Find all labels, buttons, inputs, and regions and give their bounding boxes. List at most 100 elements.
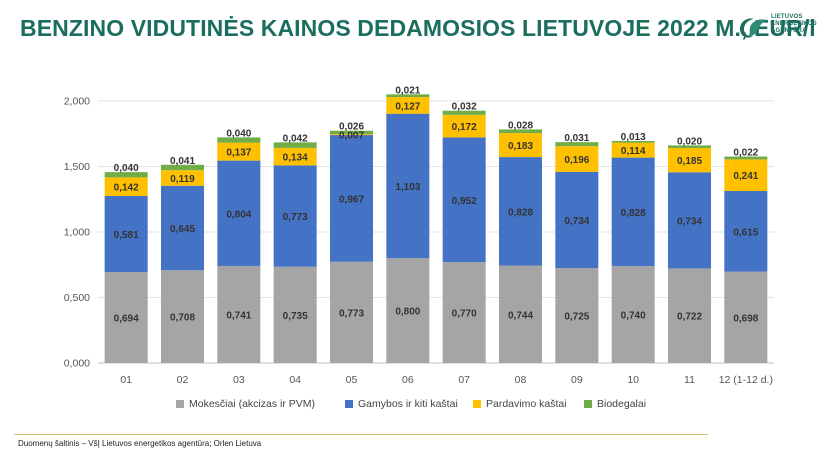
data-label: 0,142 xyxy=(114,183,139,194)
data-label: 0,127 xyxy=(395,101,420,112)
data-label: 0,021 xyxy=(395,85,420,96)
legend-label-sales: Pardavimo kaštai xyxy=(486,398,567,410)
data-label: 0,735 xyxy=(283,311,308,322)
data-label: 0,581 xyxy=(114,230,139,241)
data-label: 0,694 xyxy=(114,314,139,325)
data-label: 0,773 xyxy=(283,212,308,223)
x-tick-label: 03 xyxy=(233,374,245,386)
x-tick-label: 09 xyxy=(571,374,583,386)
x-tick-label: 06 xyxy=(402,374,414,386)
logo-line-3: AGENTŪRA xyxy=(771,28,807,34)
bar-segment xyxy=(555,146,599,172)
legend-item-taxes: Mokesčiai (akcizas ir PVM) xyxy=(176,398,315,410)
data-label: 0,119 xyxy=(170,174,195,185)
data-label: 0,041 xyxy=(170,156,195,167)
data-label: 0,708 xyxy=(170,313,195,324)
legend-label-taxes: Mokesčiai (akcizas ir PVM) xyxy=(189,398,316,410)
bar-segment xyxy=(217,265,261,363)
bar-segment xyxy=(330,134,373,136)
bar-segment xyxy=(499,129,542,134)
x-tick-label: 01 xyxy=(120,374,132,386)
data-label: 0,967 xyxy=(339,194,364,205)
bar-segment xyxy=(668,145,711,149)
data-label: 0,040 xyxy=(114,163,139,174)
bar-segment xyxy=(104,172,148,178)
data-label: 0,032 xyxy=(452,102,477,113)
bar-segment xyxy=(611,157,655,267)
data-label: 0,734 xyxy=(564,216,589,227)
y-tick-label: 1,000 xyxy=(64,227,90,239)
data-label: 0,698 xyxy=(733,313,758,324)
bar-segment xyxy=(555,171,599,269)
bar-segment xyxy=(273,165,317,267)
bar-segment xyxy=(724,159,768,191)
data-label: 0,134 xyxy=(283,153,308,164)
data-label: 0,773 xyxy=(339,308,364,319)
bar-segment xyxy=(161,270,204,363)
data-label: 0,031 xyxy=(564,133,589,144)
y-tick-label: 1,500 xyxy=(64,161,90,173)
legend-item-production: Gamybos ir kiti kaštai xyxy=(345,398,458,410)
bar-segment xyxy=(104,195,148,273)
data-label: 0,028 xyxy=(508,120,533,131)
bar-segment xyxy=(668,268,711,363)
x-tick-label: 08 xyxy=(515,374,527,386)
legend-swatch-sales xyxy=(473,400,481,408)
bar-segment xyxy=(724,190,768,272)
data-label: 0,828 xyxy=(508,207,533,218)
bar-segment xyxy=(330,135,373,262)
data-label: 0,137 xyxy=(226,148,251,159)
bar-segment xyxy=(668,148,711,173)
bar-segment xyxy=(161,170,204,186)
data-label: 0,185 xyxy=(677,156,702,167)
y-tick-label: 0,500 xyxy=(64,292,90,304)
bar-segment xyxy=(330,130,373,135)
data-label: 0,007 xyxy=(339,131,364,142)
bar-segment xyxy=(724,271,768,363)
data-label: 0,022 xyxy=(733,148,758,159)
bar-segment xyxy=(611,266,655,363)
data-label: 0,040 xyxy=(226,128,251,139)
x-tick-label: 07 xyxy=(458,374,470,386)
data-label: 0,741 xyxy=(226,310,251,321)
legend-item-biofuel: Biodegalai xyxy=(584,398,646,410)
logo-line-2: ENERGETIKOS xyxy=(771,21,817,27)
data-label: 0,828 xyxy=(621,208,646,219)
data-label: 0,725 xyxy=(564,312,589,323)
x-tick-label: 05 xyxy=(346,374,358,386)
data-label: 0,615 xyxy=(733,227,758,238)
bar-segment xyxy=(611,140,655,143)
data-label: 1,103 xyxy=(395,182,420,193)
x-tick-label: 02 xyxy=(177,374,189,386)
legend-item-sales: Pardavimo kaštai xyxy=(473,398,567,410)
bar-segment xyxy=(217,137,261,143)
leaf-logo-icon xyxy=(740,18,766,38)
data-label: 0,196 xyxy=(564,155,589,166)
data-label: 0,172 xyxy=(452,122,477,133)
agency-logo: LIETUVOS ENERGETIKOS AGENTŪRA xyxy=(736,10,817,46)
data-label: 0,645 xyxy=(170,224,195,235)
bar-segment xyxy=(386,97,430,114)
logo-text: LIETUVOS ENERGETIKOS AGENTŪRA xyxy=(771,14,817,35)
logo-line-1: LIETUVOS xyxy=(771,14,803,20)
data-label: 0,734 xyxy=(677,216,702,227)
bar-segment xyxy=(611,142,655,158)
y-tick-label: 0,000 xyxy=(64,358,90,370)
bar-segment xyxy=(273,266,317,363)
data-label: 0,114 xyxy=(621,146,646,157)
bar-segment xyxy=(386,113,430,259)
bar-segment xyxy=(442,114,486,138)
data-label: 0,013 xyxy=(621,132,646,143)
data-label: 0,020 xyxy=(677,136,702,147)
legend-swatch-production xyxy=(345,400,353,408)
bar-segment xyxy=(555,142,599,147)
data-label: 0,770 xyxy=(452,309,477,320)
data-label: 0,804 xyxy=(226,209,251,220)
bar-segment xyxy=(161,185,204,271)
x-tick-label: 12 (1-12 d.) xyxy=(719,374,773,386)
data-label: 0,800 xyxy=(395,307,420,318)
bar-segment xyxy=(104,272,148,363)
data-label: 0,183 xyxy=(508,141,533,152)
x-tick-label: 10 xyxy=(627,374,639,386)
bar-segment xyxy=(499,265,542,363)
